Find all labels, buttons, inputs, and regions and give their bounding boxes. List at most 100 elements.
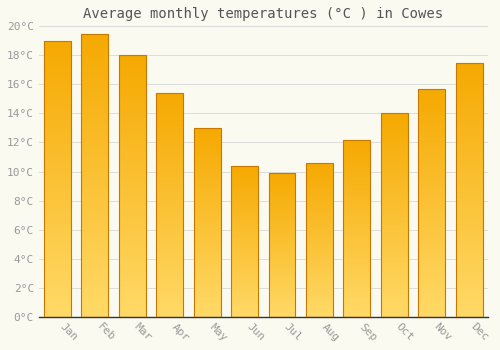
- Bar: [306, 203, 333, 205]
- Bar: [306, 255, 333, 257]
- Bar: [231, 175, 258, 177]
- Bar: [306, 298, 333, 300]
- Bar: [231, 245, 258, 247]
- Bar: [306, 194, 333, 196]
- Bar: [344, 180, 370, 182]
- Bar: [231, 222, 258, 224]
- Bar: [306, 199, 333, 201]
- Bar: [156, 314, 183, 317]
- Bar: [231, 202, 258, 203]
- Bar: [344, 303, 370, 306]
- Bar: [381, 225, 407, 228]
- Bar: [82, 62, 108, 65]
- Bar: [381, 184, 407, 187]
- Bar: [418, 197, 445, 200]
- Bar: [344, 186, 370, 188]
- Bar: [456, 133, 482, 136]
- Bar: [418, 246, 445, 248]
- Bar: [456, 260, 482, 263]
- Bar: [418, 277, 445, 280]
- Bar: [268, 239, 295, 241]
- Bar: [156, 294, 183, 297]
- Bar: [381, 243, 407, 246]
- Bar: [119, 85, 146, 88]
- Bar: [418, 214, 445, 217]
- Bar: [119, 121, 146, 124]
- Bar: [44, 286, 71, 289]
- Bar: [194, 279, 220, 281]
- Bar: [119, 65, 146, 68]
- Bar: [82, 221, 108, 225]
- Bar: [231, 168, 258, 169]
- Bar: [306, 173, 333, 174]
- Bar: [231, 226, 258, 228]
- Bar: [344, 228, 370, 230]
- Bar: [456, 205, 482, 209]
- Bar: [418, 209, 445, 211]
- Bar: [456, 234, 482, 237]
- Bar: [156, 255, 183, 258]
- Bar: [44, 237, 71, 241]
- Bar: [268, 254, 295, 256]
- Bar: [418, 126, 445, 129]
- Bar: [418, 134, 445, 137]
- Bar: [381, 174, 407, 177]
- Bar: [268, 245, 295, 247]
- Bar: [44, 199, 71, 203]
- Bar: [344, 235, 370, 237]
- Bar: [456, 272, 482, 275]
- Bar: [268, 297, 295, 299]
- Bar: [119, 251, 146, 255]
- Bar: [44, 303, 71, 307]
- Bar: [82, 164, 108, 168]
- Bar: [418, 183, 445, 186]
- Bar: [119, 189, 146, 193]
- Bar: [82, 158, 108, 161]
- Bar: [306, 234, 333, 236]
- Bar: [119, 170, 146, 173]
- Bar: [119, 297, 146, 300]
- Bar: [44, 120, 71, 124]
- Bar: [44, 196, 71, 200]
- Bar: [82, 147, 108, 150]
- Bar: [231, 220, 258, 222]
- Bar: [82, 136, 108, 140]
- Bar: [119, 82, 146, 85]
- Bar: [231, 196, 258, 198]
- Bar: [82, 179, 108, 182]
- Bar: [268, 290, 295, 292]
- Bar: [82, 87, 108, 90]
- Bar: [344, 170, 370, 173]
- Bar: [456, 66, 482, 69]
- Bar: [194, 265, 220, 267]
- Bar: [268, 270, 295, 272]
- Bar: [268, 243, 295, 245]
- Bar: [231, 234, 258, 236]
- Bar: [418, 311, 445, 314]
- Bar: [231, 183, 258, 184]
- Bar: [418, 103, 445, 106]
- Bar: [306, 311, 333, 313]
- Bar: [194, 215, 220, 218]
- Bar: [194, 293, 220, 295]
- Bar: [119, 229, 146, 232]
- Bar: [44, 172, 71, 175]
- Bar: [156, 250, 183, 252]
- Bar: [119, 206, 146, 209]
- Bar: [156, 104, 183, 107]
- Bar: [381, 192, 407, 195]
- Bar: [231, 300, 258, 302]
- Bar: [119, 88, 146, 91]
- Bar: [82, 44, 108, 48]
- Bar: [456, 142, 482, 145]
- Bar: [381, 276, 407, 279]
- Bar: [44, 258, 71, 261]
- Bar: [268, 177, 295, 178]
- Bar: [456, 104, 482, 107]
- Bar: [344, 293, 370, 295]
- Bar: [231, 287, 258, 288]
- Bar: [82, 232, 108, 235]
- Bar: [381, 215, 407, 218]
- Bar: [119, 55, 146, 58]
- Bar: [156, 272, 183, 275]
